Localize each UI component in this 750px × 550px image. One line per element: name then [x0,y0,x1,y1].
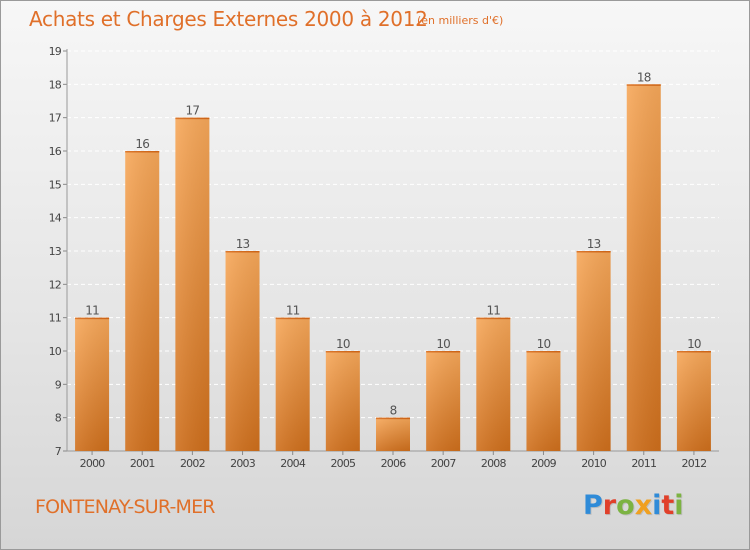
x-tick-label: 2010 [581,457,607,470]
bar-shade [325,351,360,451]
x-tick-label: 2011 [631,457,656,470]
y-tick-label: 19 [49,45,62,58]
y-tick-label: 11 [49,312,61,325]
y-tick-label: 12 [49,278,61,291]
data-label: 11 [486,304,500,318]
y-tick-label: 16 [49,145,62,158]
x-tick-label: 2001 [130,457,155,470]
bar-shade [376,417,410,451]
bar-shade [626,84,661,451]
data-label: 10 [436,337,450,351]
data-label: 10 [687,337,701,351]
x-tick-label: 2005 [330,457,356,470]
y-tick-label: 7 [55,445,62,458]
data-label: 16 [135,137,149,151]
bar-shade [476,317,511,451]
data-label: 11 [85,304,99,318]
logo-letter: o [616,490,635,521]
y-tick-label: 18 [49,78,62,91]
logo-letter: t [661,490,675,521]
y-tick-label: 8 [55,412,62,425]
data-label: 13 [236,237,250,251]
chart-unit: (en milliers d'€) [417,14,504,27]
x-tick-label: 2006 [381,457,407,470]
data-label: 18 [637,70,651,84]
bar-shade [526,351,561,451]
x-tick-label: 2003 [230,457,256,470]
data-labels: 11 16 17 13 11 10 8 10 11 10 13 18 10 [85,70,701,417]
logo-letter: r [602,490,617,521]
x-tick-label: 2004 [280,457,306,470]
logo-letter: i [674,490,684,521]
y-tick-label: 10 [49,345,62,358]
proxiti-logo: Proxiti [583,490,684,521]
logo-letter: i [652,490,662,521]
commune-name: FONTENAY-SUR-MER [35,496,216,518]
y-tick-label: 13 [49,245,62,258]
bar-shade [275,317,310,451]
bar-shade [75,317,110,451]
chart-title: Achats et Charges Externes 2000 à 2012 [29,7,428,31]
logo-letter: P [583,490,603,521]
bar-shade [676,351,711,451]
logo-letter: x [634,490,653,521]
x-tick-label: 2002 [180,457,205,470]
data-label: 11 [286,304,300,318]
x-tick-label: 2000 [80,457,106,470]
y-tick-label: 17 [49,112,62,125]
bar-shade [225,251,260,451]
bar-shade [576,251,611,451]
x-tick-label: 2009 [531,457,557,470]
y-tick-label: 15 [49,178,62,191]
data-label: 17 [186,104,200,118]
bar-shade [125,151,160,451]
x-tick-label: 2007 [431,457,457,470]
data-label: 10 [537,337,551,351]
data-label: 13 [587,237,601,251]
x-tick-label: 2012 [682,457,707,470]
y-tick-label: 14 [49,212,62,225]
bar-shade [175,117,210,452]
x-tick-label: 2008 [481,457,507,470]
data-label: 10 [336,337,350,351]
bar-shade [426,351,461,451]
bars [75,84,711,452]
data-label: 8 [390,404,397,418]
gridlines [67,50,719,419]
y-tick-label: 9 [55,378,62,391]
